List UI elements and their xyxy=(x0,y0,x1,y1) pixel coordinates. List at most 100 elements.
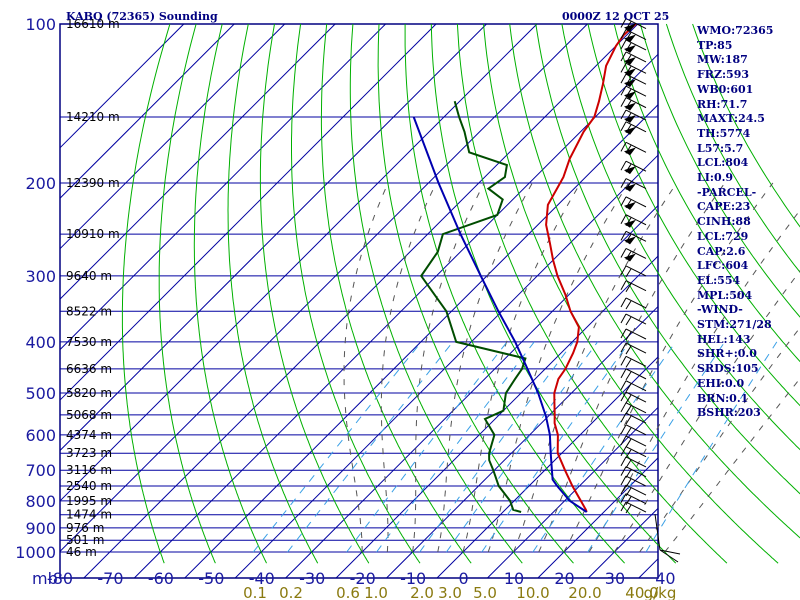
isotherm-line xyxy=(59,23,185,149)
barb-flag xyxy=(625,405,632,415)
isotherm-line xyxy=(587,507,659,579)
barb-flag xyxy=(625,268,632,278)
barb-flag xyxy=(620,424,627,435)
index-value: LCL:729 xyxy=(697,229,749,243)
isotherm-line xyxy=(487,407,659,579)
barb-flag xyxy=(620,29,627,39)
wind-barb xyxy=(620,97,647,111)
dry-adiabat xyxy=(587,23,800,407)
index-value: SHR+:0.0 xyxy=(697,347,757,361)
wind-barb xyxy=(620,493,647,505)
barb-flag xyxy=(620,313,627,324)
wind-barb xyxy=(620,121,647,135)
barb-flag xyxy=(620,85,627,96)
barb-pennant xyxy=(624,91,636,100)
wind-barb xyxy=(620,412,647,425)
dry-adiabat xyxy=(320,23,472,564)
barb-flag xyxy=(625,383,632,393)
barb-flag xyxy=(625,316,632,326)
mixing-ratio-label: 0.2 xyxy=(279,584,303,600)
mixing-ratio-label: 20.0 xyxy=(568,584,601,600)
mixing-ratio-line xyxy=(445,341,599,553)
height-label: 5820 m xyxy=(66,386,112,400)
barb-flag xyxy=(620,297,627,308)
barb-flag xyxy=(620,328,627,339)
barb-pennant xyxy=(624,102,636,111)
isotherm-line xyxy=(537,457,659,579)
height-label: 8522 m xyxy=(66,304,112,318)
mixing-ratio-label: 1.0 xyxy=(364,584,388,600)
wind-barb xyxy=(620,141,647,156)
dry-adiabat xyxy=(483,23,779,564)
barb-flag xyxy=(625,449,632,458)
wind-barb xyxy=(620,328,647,341)
pressure-tick-label: 700 xyxy=(25,461,56,480)
dry-adiabat xyxy=(509,23,800,539)
barb-pennant xyxy=(624,166,636,175)
index-value: WMO:72365 xyxy=(697,24,774,37)
index-value: EHI:0.0 xyxy=(697,376,745,390)
pressure-unit-label: mb xyxy=(32,569,58,588)
index-value: -WIND- xyxy=(697,303,743,317)
isotherm-line xyxy=(386,306,659,579)
barb-flag xyxy=(620,493,627,503)
isotherm-line xyxy=(335,255,659,579)
barb-shaft xyxy=(625,484,647,496)
mixing-ratio-label: 0.1 xyxy=(243,584,267,600)
wind-barb xyxy=(620,178,647,192)
series-temperature-line xyxy=(545,24,637,513)
temperature-tick-label: 10 xyxy=(504,569,524,588)
wind-barb xyxy=(620,73,647,88)
barb-flag xyxy=(620,18,627,28)
barb-flag xyxy=(625,487,632,497)
adiabat-lines xyxy=(121,23,800,564)
barb-flag xyxy=(620,265,627,276)
barb-flag xyxy=(620,466,627,476)
wind-barb xyxy=(620,501,647,514)
barb-pennant xyxy=(624,44,636,53)
height-label: 1474 m xyxy=(66,508,112,522)
index-value: LFC:604 xyxy=(697,259,749,273)
barb-flag xyxy=(620,280,627,290)
barb-flag xyxy=(620,63,627,73)
index-value: SRDS:105 xyxy=(697,362,759,376)
height-label: 12390 m xyxy=(66,176,120,190)
barb-shaft xyxy=(625,18,647,29)
barb-shaft xyxy=(625,265,647,277)
barb-flag xyxy=(625,331,632,341)
wind-barbs xyxy=(620,18,681,563)
height-label: 46 m xyxy=(66,545,97,559)
wind-barb xyxy=(620,196,647,210)
barb-flag xyxy=(620,121,627,132)
mixing-ratio-line xyxy=(419,341,574,553)
barb-flag xyxy=(625,496,632,505)
barb-shaft xyxy=(625,355,647,367)
wind-barb xyxy=(620,51,647,65)
mixing-ratio-label: g/kg xyxy=(644,584,677,600)
mixing-ratio-line xyxy=(287,341,454,553)
moist-adiabat xyxy=(538,182,726,553)
barb-shaft xyxy=(625,121,647,133)
wind-barb xyxy=(620,402,647,415)
moist-adiabat xyxy=(639,326,800,553)
barb-pennant xyxy=(624,253,636,262)
barb-flag xyxy=(620,214,627,224)
pressure-tick-label: 500 xyxy=(25,384,56,403)
barb-flag xyxy=(620,356,627,366)
index-value: BRN:0.1 xyxy=(697,391,749,405)
dry-adiabat xyxy=(456,23,728,564)
dry-adiabat xyxy=(227,23,319,564)
wind-barb xyxy=(620,484,647,497)
index-value: WB0:601 xyxy=(697,82,754,96)
barb-shaft xyxy=(625,456,647,468)
barb-flag xyxy=(625,504,632,514)
barb-flag xyxy=(620,501,627,512)
index-value: CAP:2.6 xyxy=(697,244,746,258)
barb-pennant xyxy=(624,236,636,245)
wind-barb xyxy=(620,446,647,458)
height-label: 14210 m xyxy=(66,110,120,124)
temperature-tick-label: -80 xyxy=(47,569,73,588)
dry-adiabat xyxy=(665,23,800,274)
isotherm-line xyxy=(59,23,588,552)
